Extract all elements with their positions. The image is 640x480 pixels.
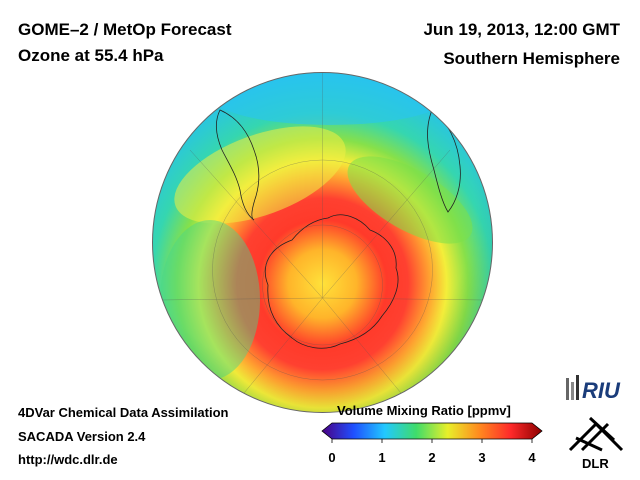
dlr-logo: DLR [568,416,624,471]
colorbar-tick-label: 4 [528,450,536,465]
colorbar-tick-label: 0 [328,450,335,465]
method-label: 4DVar Chemical Data Assimilation [18,405,229,420]
colorbar-tick-label: 1 [378,450,385,465]
riu-logo: RIU [566,375,621,403]
datetime: Jun 19, 2013, 12:00 GMT [423,20,620,39]
riu-logo-text: RIU [582,378,621,403]
product-title: GOME–2 / MetOp Forecast [18,20,232,39]
colorbar-tick-label: 3 [478,450,485,465]
colorbar-title: Volume Mixing Ratio [ppmv] [337,403,511,418]
version-label: SACADA Version 2.4 [18,429,146,444]
region-label: Southern Hemisphere [443,49,620,68]
species-level: Ozone at 55.4 hPa [18,46,164,65]
colorbar-ticks: 0 1 2 3 4 [328,439,536,465]
url-label: http://wdc.dlr.de [18,452,118,467]
dlr-logo-text: DLR [582,456,609,471]
colorbar: 0 1 2 3 4 [321,422,543,465]
colorbar-tick-label: 2 [428,450,435,465]
ozone-globe-map [152,72,493,413]
